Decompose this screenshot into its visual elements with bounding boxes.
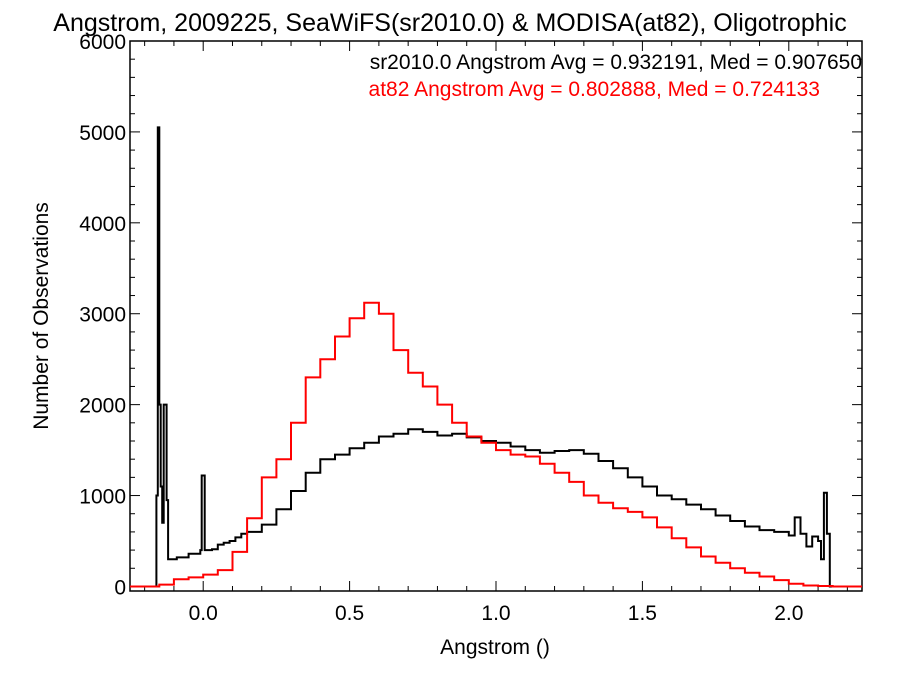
series-line-at82: [130, 301, 862, 588]
annotation-at82-stats: at82 Angstrom Avg = 0.802888, Med = 0.72…: [369, 78, 820, 101]
y-tick-label: 5000: [79, 122, 126, 145]
chart-title: Angstrom, 2009225, SeaWiFS(sr2010.0) & M…: [53, 9, 846, 37]
x-tick-label: 0.5: [335, 602, 364, 625]
y-tick-label: 1000: [79, 486, 126, 509]
plot-frame: [129, 40, 863, 592]
y-tick-label: 2000: [79, 395, 126, 418]
y-tick-label: 3000: [79, 304, 126, 327]
x-tick-label: 2.0: [774, 602, 803, 625]
x-tick-label: 1.0: [481, 602, 510, 625]
x-tick-label: 0.0: [189, 602, 218, 625]
y-tick-label: 6000: [79, 31, 126, 54]
x-tick-label: 1.5: [628, 602, 657, 625]
y-tick-label: 4000: [79, 213, 126, 236]
series-line-sr2010: [130, 126, 862, 588]
y-axis-label: Number of Observations: [30, 202, 53, 430]
x-axis-label: Angstrom (): [440, 636, 550, 659]
y-tick-label: 0: [114, 576, 126, 599]
annotation-sr2010-stats: sr2010.0 Angstrom Avg = 0.932191, Med = …: [370, 51, 862, 74]
